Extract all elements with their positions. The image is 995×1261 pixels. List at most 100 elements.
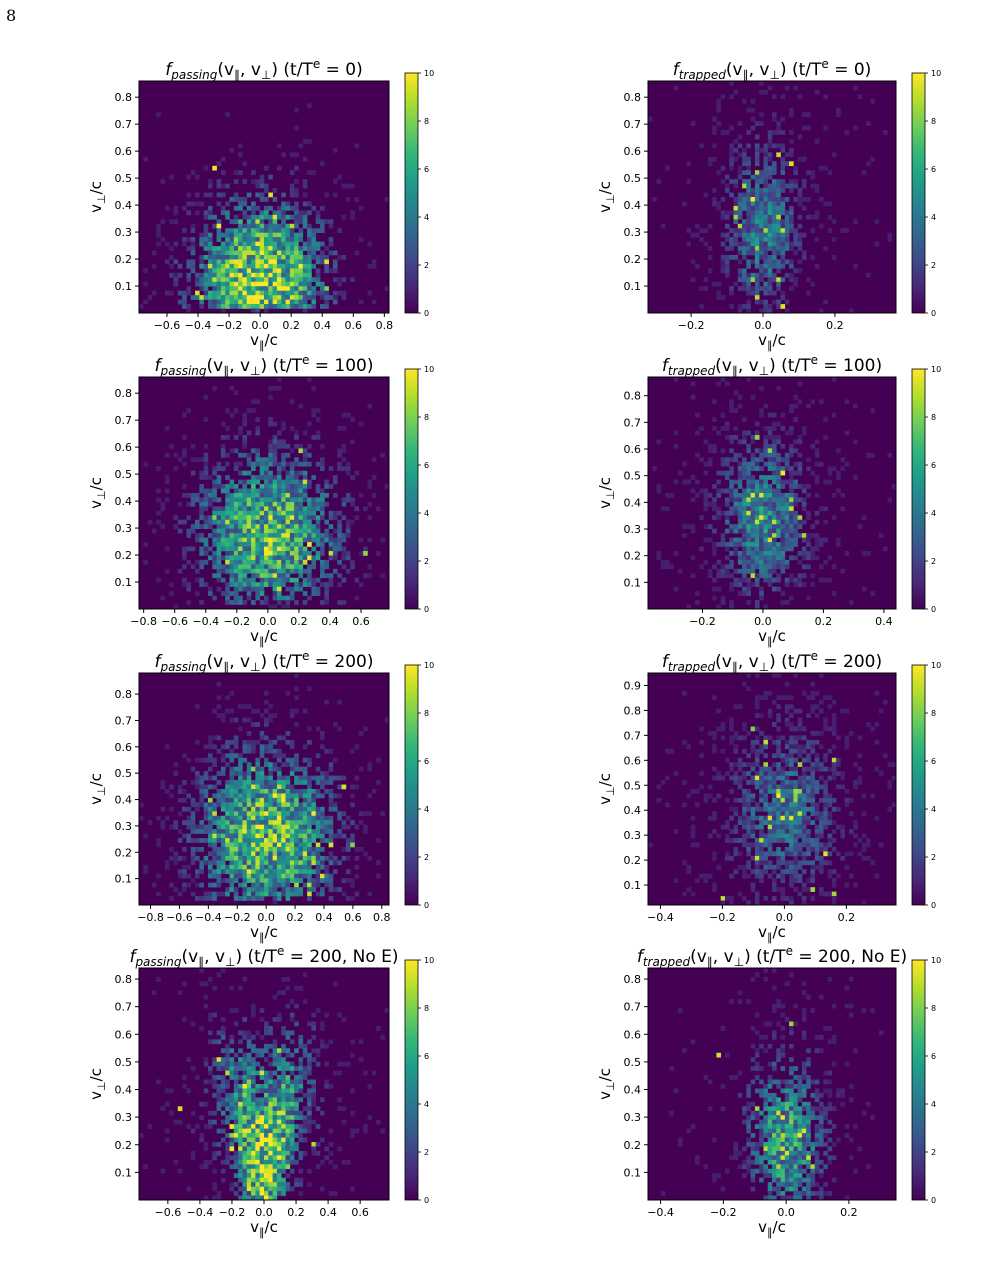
heatmap-cell (276, 878, 282, 883)
heatmap-cell (759, 412, 764, 418)
heatmap-cell (298, 533, 304, 538)
heatmap-cell (759, 784, 764, 790)
heatmap-cell (737, 519, 743, 525)
heatmap-cell (199, 524, 204, 529)
heatmap-cell (294, 107, 299, 113)
heatmap-cell (767, 192, 773, 198)
heatmap-cell (294, 586, 299, 592)
heatmap-cell (759, 237, 764, 242)
heatmap-cell (251, 869, 256, 875)
heatmap-cell (212, 488, 217, 494)
heatmap-cell (298, 295, 304, 300)
heatmap-cell (294, 829, 299, 834)
heatmap-cell (742, 197, 747, 202)
heatmap-cell (289, 542, 295, 547)
heatmap-cell (746, 286, 751, 291)
heatmap-cell (733, 806, 739, 812)
heatmap-cell (264, 860, 269, 866)
heatmap-cell (320, 241, 325, 247)
heatmap-cell (212, 250, 217, 256)
heatmap-cell (294, 869, 299, 875)
heatmap-cell (831, 515, 837, 521)
heatmap-cell (750, 493, 756, 498)
heatmap-cell (866, 161, 871, 167)
heatmap-cell (298, 824, 304, 830)
heatmap-cell (819, 673, 824, 678)
heatmap-cell (754, 713, 760, 718)
heatmap-cell (737, 497, 743, 503)
heatmap-cell (707, 461, 713, 467)
heatmap-cell (285, 878, 291, 883)
heatmap-cell (814, 762, 820, 767)
heatmap-cell (763, 228, 769, 233)
heatmap-cell (763, 426, 769, 431)
heatmap-cell (789, 152, 794, 158)
heatmap-cell (737, 210, 743, 216)
heatmap-cell (225, 295, 230, 300)
heatmap-cell (207, 497, 213, 503)
heatmap-cell (797, 192, 803, 198)
heatmap-cell (251, 559, 256, 565)
heatmap-cell (337, 461, 342, 467)
heatmap-cell (742, 519, 747, 525)
heatmap-cell (341, 255, 347, 260)
heatmap-cell (724, 426, 730, 431)
heatmap-cell (281, 304, 286, 309)
heatmap-cell (182, 452, 187, 458)
heatmap-cell (151, 263, 157, 269)
heatmap-cell (251, 201, 256, 207)
heatmap-cell (350, 793, 355, 799)
heatmap-cell (772, 457, 777, 463)
heatmap-cell (793, 403, 798, 409)
heatmap-cell (763, 771, 769, 776)
heatmap-cell (332, 869, 338, 875)
heatmap-cell (776, 246, 781, 251)
heatmap-cell (759, 219, 764, 225)
heatmap-cell (186, 272, 192, 278)
heatmap-cell (780, 559, 786, 565)
heatmap-cell (242, 506, 248, 512)
heatmap-cell (251, 766, 256, 772)
heatmap-cell (810, 443, 816, 449)
heatmap-cell (772, 197, 777, 202)
heatmap-cell (302, 757, 308, 763)
heatmap-cell (780, 789, 786, 794)
heatmap-cell (268, 304, 273, 309)
heatmap-cell (216, 559, 222, 565)
heatmap-cell (767, 568, 773, 574)
heatmap-cell (294, 891, 299, 897)
heatmap-cell (298, 855, 304, 861)
heatmap-cell (268, 739, 273, 745)
heatmap-cell (806, 125, 811, 131)
heatmap-cell (324, 493, 329, 498)
heatmap-cell (242, 201, 248, 207)
heatmap-cell (233, 510, 239, 516)
heatmap-cell (789, 130, 794, 135)
heatmap-cell (216, 304, 222, 309)
heatmap-cell (207, 501, 213, 507)
heatmap-cell (294, 864, 299, 870)
heatmap-cell (285, 452, 291, 458)
heatmap-cell (169, 896, 174, 901)
heatmap-cell (763, 735, 769, 741)
heatmap-cell (169, 246, 174, 251)
heatmap-cell (289, 246, 295, 251)
heatmap-cell (780, 506, 786, 512)
heatmap-cell (324, 824, 329, 830)
heatmap-cell (720, 295, 726, 300)
heatmap-cell (350, 748, 355, 754)
heatmap-cell (264, 600, 269, 605)
heatmap-cell (281, 806, 286, 812)
x-tick-label: −0.2 (678, 319, 705, 332)
heatmap-cell (350, 519, 355, 525)
heatmap-cell (251, 250, 256, 256)
heatmap-cell (746, 192, 751, 198)
heatmap-cell (307, 263, 312, 269)
heatmap-cell (233, 851, 239, 857)
heatmap-cell (268, 855, 273, 861)
heatmap-cell (216, 219, 222, 225)
heatmap-cell (311, 246, 317, 251)
heatmap-cell (737, 551, 743, 556)
heatmap-cell (294, 304, 299, 309)
heatmap-cell (251, 573, 256, 579)
